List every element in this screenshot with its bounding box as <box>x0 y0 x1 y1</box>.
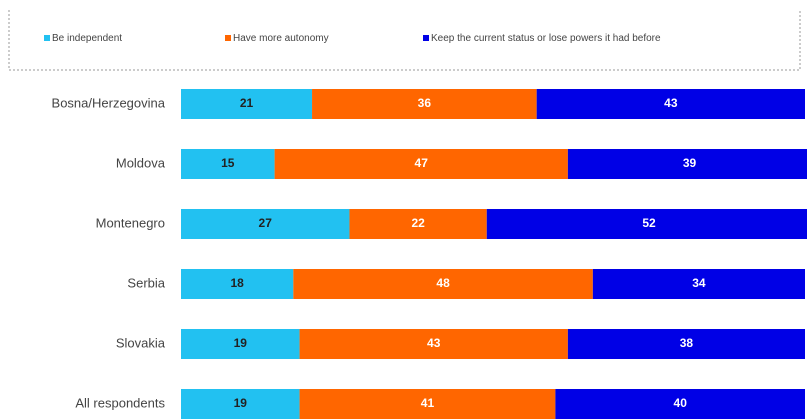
value-label: 47 <box>415 156 429 170</box>
value-label: 22 <box>411 216 425 230</box>
bar-segment <box>181 389 300 419</box>
bar-segment <box>181 269 294 299</box>
value-label: 48 <box>436 276 450 290</box>
bar-segment <box>312 89 537 119</box>
bar-segment <box>486 209 807 239</box>
value-label: 15 <box>221 156 235 170</box>
bar-segment <box>555 389 805 419</box>
category-label: Bosna/Herzegovina <box>52 95 166 110</box>
value-label: 39 <box>683 156 697 170</box>
legend-label: Be independent <box>52 33 122 44</box>
bar-segment <box>181 209 350 239</box>
category-label: Slovakia <box>116 335 166 350</box>
value-label: 19 <box>234 396 248 410</box>
category-label: Montenegro <box>96 215 165 230</box>
value-label: 36 <box>418 96 432 110</box>
bar-segment <box>181 89 313 119</box>
value-label: 19 <box>234 336 248 350</box>
legend-label: Keep the current status or lose powers i… <box>431 33 661 44</box>
value-label: 18 <box>230 276 244 290</box>
legend-swatch <box>44 35 50 41</box>
bar-segment <box>592 269 805 299</box>
value-label: 34 <box>692 276 706 290</box>
bar-segment <box>536 89 805 119</box>
legend-swatch <box>225 35 231 41</box>
value-label: 52 <box>642 216 656 230</box>
category-label: Moldova <box>116 155 166 170</box>
value-label: 41 <box>421 396 435 410</box>
value-label: 40 <box>674 396 688 410</box>
value-label: 21 <box>240 96 254 110</box>
bar-segment <box>274 149 568 179</box>
bar-segment <box>181 329 300 359</box>
value-label: 38 <box>680 336 694 350</box>
bar-segment <box>567 329 805 359</box>
value-label: 27 <box>259 216 273 230</box>
category-label: Serbia <box>127 275 165 290</box>
legend-label: Have more autonomy <box>233 33 329 44</box>
bar-segment <box>293 269 593 299</box>
bar-segment <box>299 329 568 359</box>
bar-segment <box>181 149 275 179</box>
value-label: 43 <box>427 336 441 350</box>
legend-swatch <box>423 35 429 41</box>
bar-segment <box>349 209 487 239</box>
value-label: 43 <box>664 96 678 110</box>
bar-segment <box>567 149 807 179</box>
category-label: All respondents <box>75 395 165 410</box>
legend-frame <box>8 10 801 71</box>
bar-segment <box>299 389 556 419</box>
